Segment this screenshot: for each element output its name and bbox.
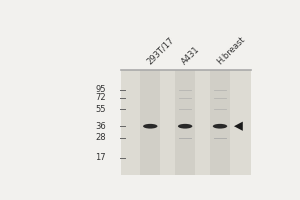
Ellipse shape	[178, 124, 192, 129]
Text: 293T/17: 293T/17	[145, 36, 176, 66]
Bar	[175, 70, 195, 175]
Bar	[210, 70, 230, 175]
Text: H.breast: H.breast	[215, 35, 246, 66]
Ellipse shape	[213, 124, 227, 129]
Ellipse shape	[143, 124, 158, 129]
Text: A431: A431	[180, 45, 202, 66]
Polygon shape	[234, 122, 243, 131]
Text: 55: 55	[96, 105, 106, 114]
Text: 17: 17	[95, 153, 106, 162]
Text: 72: 72	[95, 93, 106, 102]
Text: 28: 28	[95, 133, 106, 142]
Text: 95: 95	[96, 85, 106, 94]
Text: 36: 36	[95, 122, 106, 131]
Bar	[121, 70, 251, 175]
Bar	[140, 70, 160, 175]
